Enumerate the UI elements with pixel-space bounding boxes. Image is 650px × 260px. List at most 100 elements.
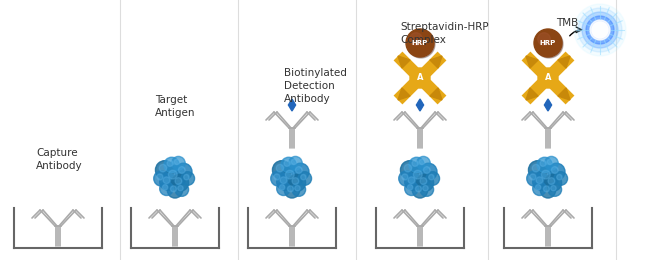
Circle shape (287, 186, 294, 192)
Circle shape (163, 177, 170, 184)
Circle shape (540, 183, 556, 198)
Circle shape (164, 157, 179, 173)
Circle shape (410, 33, 422, 45)
Circle shape (413, 170, 423, 179)
Circle shape (412, 160, 418, 166)
Circle shape (408, 185, 413, 190)
Circle shape (184, 174, 189, 180)
Polygon shape (558, 56, 570, 68)
Polygon shape (558, 88, 570, 100)
Circle shape (548, 163, 565, 180)
Circle shape (172, 174, 188, 191)
Circle shape (590, 20, 610, 40)
Circle shape (419, 159, 424, 165)
Circle shape (155, 161, 174, 179)
Circle shape (167, 183, 183, 198)
Circle shape (402, 174, 408, 180)
Circle shape (281, 157, 296, 173)
Text: Capture
Antibody: Capture Antibody (36, 148, 83, 171)
Circle shape (301, 174, 306, 180)
Circle shape (541, 170, 550, 179)
Text: Biotinylated
Detection
Antibody: Biotinylated Detection Antibody (284, 68, 347, 105)
Circle shape (277, 173, 294, 190)
Circle shape (167, 160, 173, 166)
Circle shape (540, 160, 546, 166)
Circle shape (289, 174, 306, 191)
Circle shape (533, 173, 550, 190)
Circle shape (545, 157, 558, 170)
Circle shape (536, 177, 543, 184)
Circle shape (420, 183, 434, 196)
Circle shape (532, 164, 540, 172)
Circle shape (295, 167, 302, 173)
Circle shape (535, 30, 563, 58)
Circle shape (408, 177, 415, 184)
Circle shape (292, 183, 306, 196)
Polygon shape (289, 99, 296, 111)
Circle shape (154, 171, 169, 186)
Circle shape (528, 161, 547, 179)
Text: A: A (545, 74, 551, 82)
Circle shape (551, 185, 556, 191)
Circle shape (538, 68, 558, 88)
Circle shape (159, 164, 166, 172)
Text: HRP: HRP (412, 40, 428, 46)
Circle shape (426, 172, 439, 185)
Circle shape (409, 157, 424, 173)
Circle shape (280, 177, 287, 184)
Circle shape (175, 163, 192, 180)
Circle shape (537, 157, 552, 173)
Circle shape (162, 185, 168, 190)
Text: Streptavidin-HRP
Complex: Streptavidin-HRP Complex (400, 22, 489, 45)
Circle shape (405, 182, 419, 196)
Circle shape (428, 174, 434, 180)
Circle shape (274, 174, 280, 180)
Circle shape (554, 172, 567, 185)
Circle shape (175, 183, 188, 196)
Text: A: A (417, 74, 423, 82)
Circle shape (536, 185, 541, 190)
Circle shape (177, 185, 183, 191)
Circle shape (410, 68, 430, 88)
Circle shape (285, 170, 294, 179)
Circle shape (406, 29, 434, 57)
Circle shape (181, 172, 194, 185)
Circle shape (292, 178, 299, 184)
Circle shape (404, 164, 411, 172)
Circle shape (174, 159, 180, 165)
Polygon shape (398, 88, 410, 100)
Circle shape (530, 174, 536, 180)
Circle shape (284, 183, 300, 198)
Polygon shape (430, 56, 442, 68)
Circle shape (545, 174, 562, 191)
Circle shape (582, 12, 618, 48)
Polygon shape (526, 56, 538, 68)
Circle shape (415, 186, 422, 192)
Circle shape (548, 183, 562, 196)
Circle shape (556, 174, 562, 180)
Circle shape (405, 173, 422, 190)
Polygon shape (398, 56, 410, 68)
Circle shape (409, 166, 431, 188)
Text: TMB: TMB (556, 18, 578, 28)
Circle shape (398, 171, 414, 186)
Circle shape (417, 174, 434, 191)
Circle shape (276, 164, 283, 172)
Circle shape (280, 185, 285, 190)
Circle shape (170, 186, 177, 192)
Circle shape (412, 183, 428, 198)
Circle shape (175, 178, 182, 184)
Circle shape (537, 166, 559, 188)
Circle shape (294, 185, 300, 191)
Circle shape (298, 172, 311, 185)
Circle shape (534, 29, 562, 57)
Circle shape (284, 160, 290, 166)
Circle shape (157, 174, 163, 180)
Circle shape (277, 182, 291, 196)
Circle shape (526, 171, 542, 186)
Circle shape (172, 157, 185, 170)
Circle shape (289, 157, 302, 170)
Circle shape (168, 170, 177, 179)
Text: HRP: HRP (540, 40, 556, 46)
Circle shape (272, 161, 291, 179)
